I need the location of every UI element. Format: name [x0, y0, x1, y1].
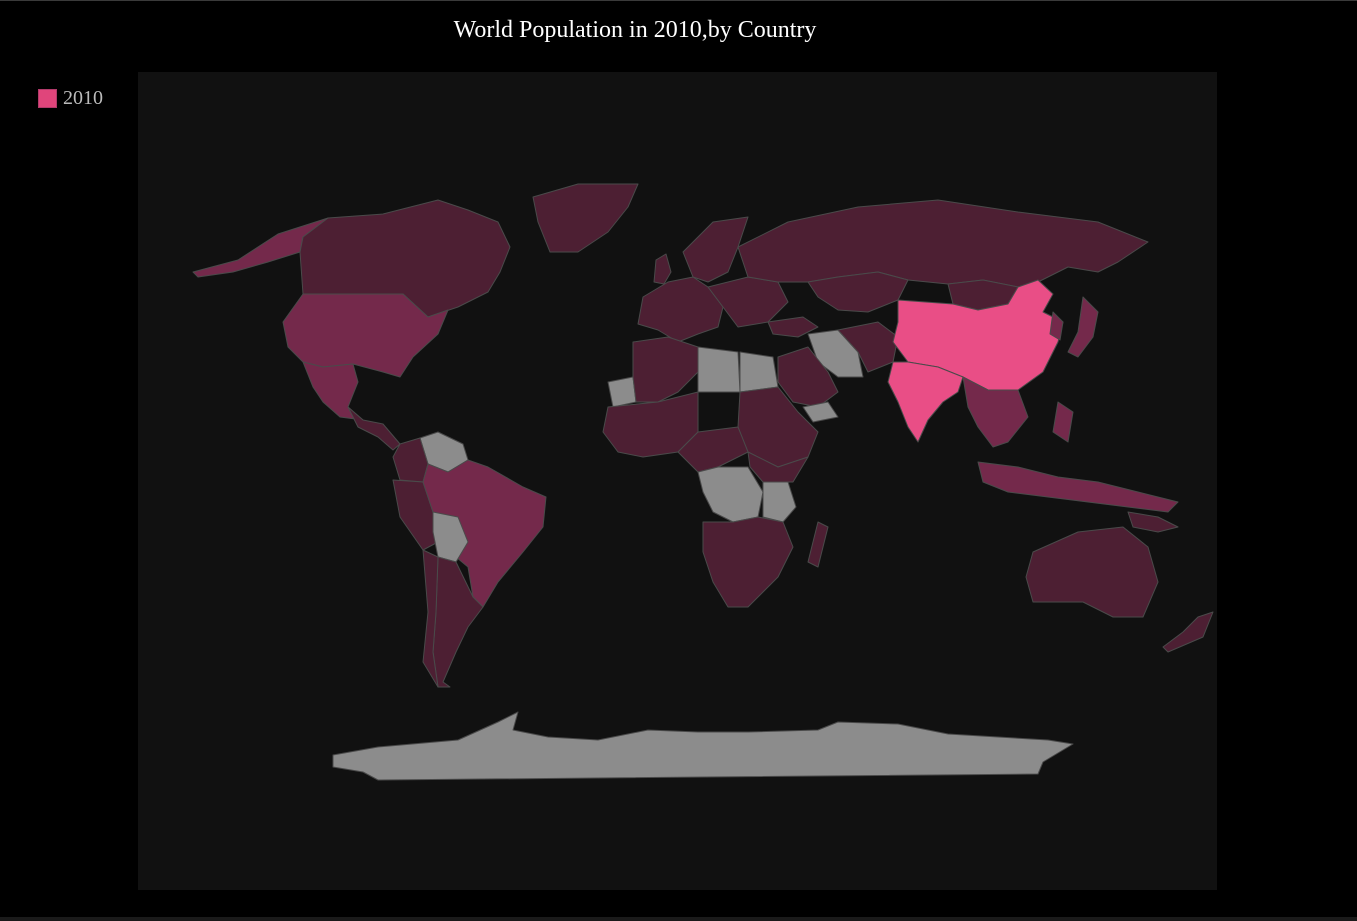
world-map [192, 183, 1214, 781]
country-new-guinea[interactable] [1127, 511, 1179, 533]
country-southeast-asia[interactable] [962, 376, 1029, 448]
legend-item-2010[interactable]: 2010 [38, 87, 103, 110]
country-alaska[interactable] [192, 217, 329, 278]
country-east-africa[interactable] [747, 451, 809, 483]
country-antarctica[interactable] [332, 711, 1074, 781]
country-libya[interactable] [697, 346, 741, 393]
country-chile[interactable] [422, 549, 439, 688]
country-scandinavia[interactable] [682, 216, 749, 283]
legend-swatch [38, 89, 57, 108]
country-saudi-arabia[interactable] [777, 346, 839, 408]
chart-title: World Population in 2010,by Country [453, 17, 817, 43]
country-western-europe[interactable] [637, 276, 724, 343]
bottom-scrollbar-track [0, 917, 1357, 921]
country-north-africa[interactable] [632, 336, 699, 403]
country-new-zealand[interactable] [1162, 611, 1214, 653]
country-japan[interactable] [1067, 296, 1099, 358]
map-panel [138, 72, 1217, 890]
country-australia[interactable] [1025, 526, 1159, 618]
country-tanzania[interactable] [762, 481, 797, 523]
country-egypt[interactable] [739, 351, 779, 393]
country-philippines[interactable] [1052, 401, 1074, 443]
legend-label: 2010 [63, 87, 103, 109]
country-dr-congo[interactable] [697, 466, 764, 523]
country-western-sahara[interactable] [607, 376, 637, 408]
country-indonesia[interactable] [977, 461, 1179, 513]
country-india[interactable] [887, 361, 964, 443]
country-usa[interactable] [282, 293, 449, 378]
country-yemen[interactable] [802, 401, 839, 423]
country-greenland[interactable] [532, 183, 639, 253]
country-mexico[interactable] [302, 361, 364, 421]
country-korea[interactable] [1049, 311, 1064, 341]
country-russia[interactable] [737, 199, 1149, 288]
country-turkey[interactable] [767, 316, 819, 338]
country-uk[interactable] [653, 253, 672, 285]
country-madagascar[interactable] [807, 521, 829, 568]
country-central-america[interactable] [347, 406, 401, 451]
country-southern-africa[interactable] [702, 516, 794, 608]
